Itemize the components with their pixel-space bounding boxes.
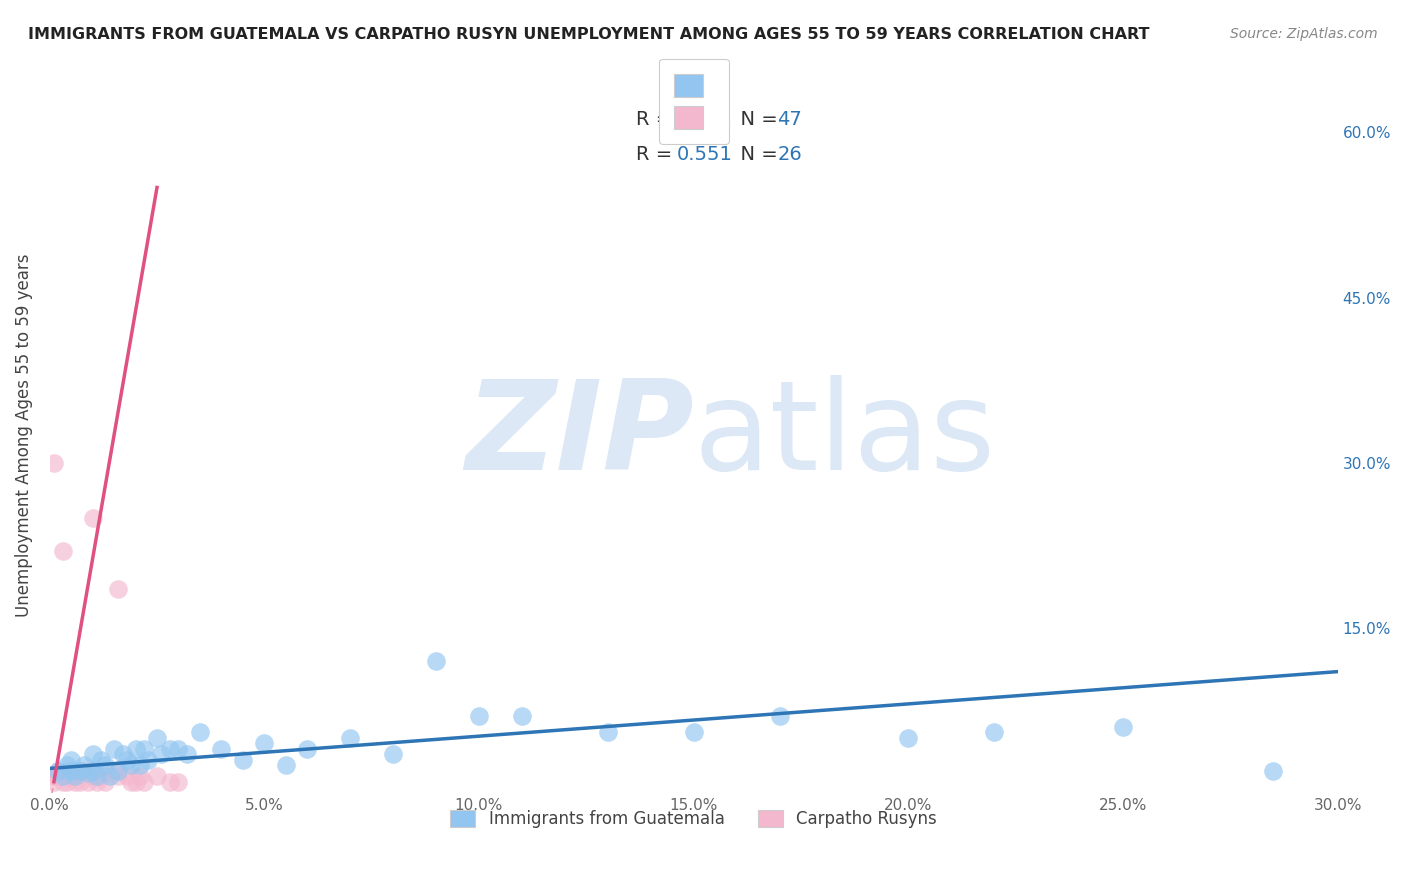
Point	[1112, 720, 1135, 734]
Text: atlas: atlas	[693, 375, 995, 496]
Point	[69, 764, 91, 778]
Text: N =: N =	[728, 110, 785, 128]
Point	[232, 753, 254, 767]
Point	[1263, 764, 1285, 778]
Text: ZIP: ZIP	[465, 375, 693, 496]
Point	[94, 774, 117, 789]
Text: Source: ZipAtlas.com: Source: ZipAtlas.com	[1230, 27, 1378, 41]
Point	[65, 769, 87, 783]
Text: R =: R =	[636, 145, 678, 164]
Point	[120, 758, 142, 772]
Point	[73, 764, 96, 778]
Point	[111, 747, 134, 761]
Point	[77, 765, 100, 780]
Point	[77, 774, 100, 789]
Text: 47: 47	[778, 110, 801, 128]
Point	[167, 774, 190, 789]
Point	[128, 769, 150, 783]
Point	[46, 769, 69, 783]
Point	[339, 731, 361, 745]
Point	[51, 543, 73, 558]
Point	[60, 764, 83, 778]
Y-axis label: Unemployment Among Ages 55 to 59 years: Unemployment Among Ages 55 to 59 years	[15, 253, 32, 616]
Point	[103, 764, 125, 778]
Point	[56, 758, 79, 772]
Text: R =: R =	[636, 110, 678, 128]
Point	[56, 774, 79, 789]
Point	[146, 769, 169, 783]
Point	[107, 582, 129, 596]
Point	[51, 774, 73, 789]
Point	[42, 774, 65, 789]
Point	[65, 774, 87, 789]
Point	[596, 725, 619, 739]
Point	[146, 731, 169, 745]
Point	[176, 747, 198, 761]
Point	[124, 774, 146, 789]
Text: N =: N =	[728, 145, 785, 164]
Point	[82, 510, 104, 524]
Point	[188, 725, 211, 739]
Point	[124, 741, 146, 756]
Point	[42, 456, 65, 470]
Point	[682, 725, 704, 739]
Point	[120, 774, 142, 789]
Point	[107, 769, 129, 783]
Point	[382, 747, 405, 761]
Point	[82, 747, 104, 761]
Legend: Immigrants from Guatemala, Carpatho Rusyns: Immigrants from Guatemala, Carpatho Rusy…	[444, 803, 943, 834]
Point	[90, 769, 112, 783]
Text: 0.243: 0.243	[676, 110, 733, 128]
Point	[98, 769, 121, 783]
Point	[51, 769, 73, 783]
Point	[51, 769, 73, 783]
Point	[73, 758, 96, 772]
Point	[90, 753, 112, 767]
Text: 0.551: 0.551	[676, 145, 733, 164]
Point	[983, 725, 1005, 739]
Point	[768, 708, 790, 723]
Point	[115, 753, 138, 767]
Point	[86, 774, 108, 789]
Point	[253, 736, 276, 750]
Point	[510, 708, 533, 723]
Text: 26: 26	[778, 145, 801, 164]
Point	[274, 758, 297, 772]
Point	[167, 741, 190, 756]
Point	[46, 764, 69, 778]
Point	[159, 741, 181, 756]
Point	[115, 769, 138, 783]
Point	[297, 741, 319, 756]
Point	[468, 708, 491, 723]
Point	[46, 764, 69, 778]
Point	[69, 774, 91, 789]
Point	[42, 769, 65, 783]
Point	[138, 753, 160, 767]
Point	[103, 741, 125, 756]
Point	[897, 731, 920, 745]
Point	[134, 741, 156, 756]
Point	[82, 769, 104, 783]
Point	[60, 769, 83, 783]
Point	[60, 753, 83, 767]
Point	[150, 747, 173, 761]
Point	[94, 758, 117, 772]
Text: IMMIGRANTS FROM GUATEMALA VS CARPATHO RUSYN UNEMPLOYMENT AMONG AGES 55 TO 59 YEA: IMMIGRANTS FROM GUATEMALA VS CARPATHO RU…	[28, 27, 1150, 42]
Point	[128, 758, 150, 772]
Point	[86, 769, 108, 783]
Point	[209, 741, 232, 756]
Point	[134, 774, 156, 789]
Point	[82, 764, 104, 778]
Point	[159, 774, 181, 789]
Point	[107, 764, 129, 778]
Point	[425, 654, 447, 668]
